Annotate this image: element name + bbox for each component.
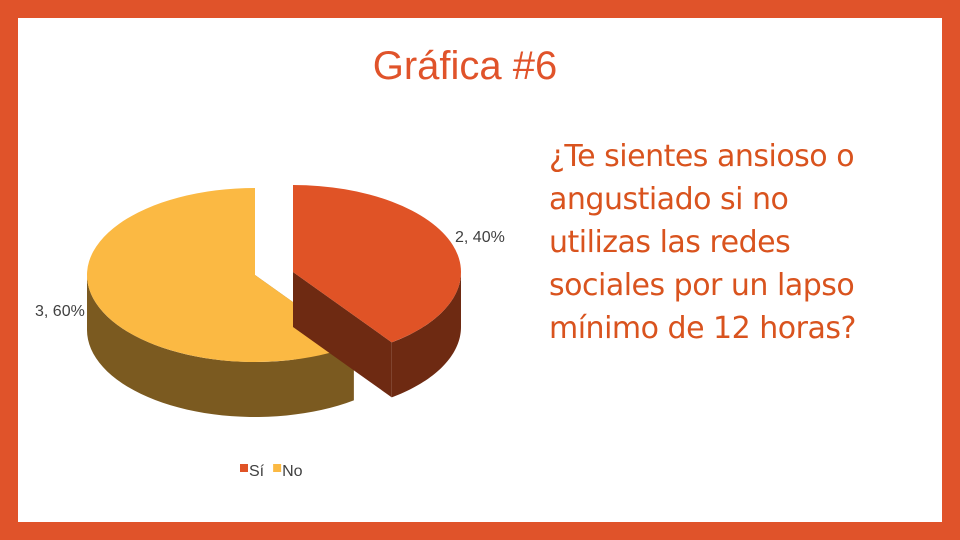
slice-side <box>391 272 461 398</box>
slice-face <box>293 272 392 398</box>
chart-title: Gráfica #6 <box>373 44 558 88</box>
legend-swatch <box>273 464 282 472</box>
slice <box>87 188 354 362</box>
data-label: 2, 40% <box>455 229 505 246</box>
legend-label: Sí <box>249 463 265 480</box>
slice-side <box>87 275 354 417</box>
data-label: 3, 60% <box>35 303 85 320</box>
legend-swatch <box>240 464 248 472</box>
slice <box>293 185 462 343</box>
legend-label: No <box>282 463 303 480</box>
question: ¿Te sientes ansioso o angustiado si no u… <box>549 139 856 346</box>
